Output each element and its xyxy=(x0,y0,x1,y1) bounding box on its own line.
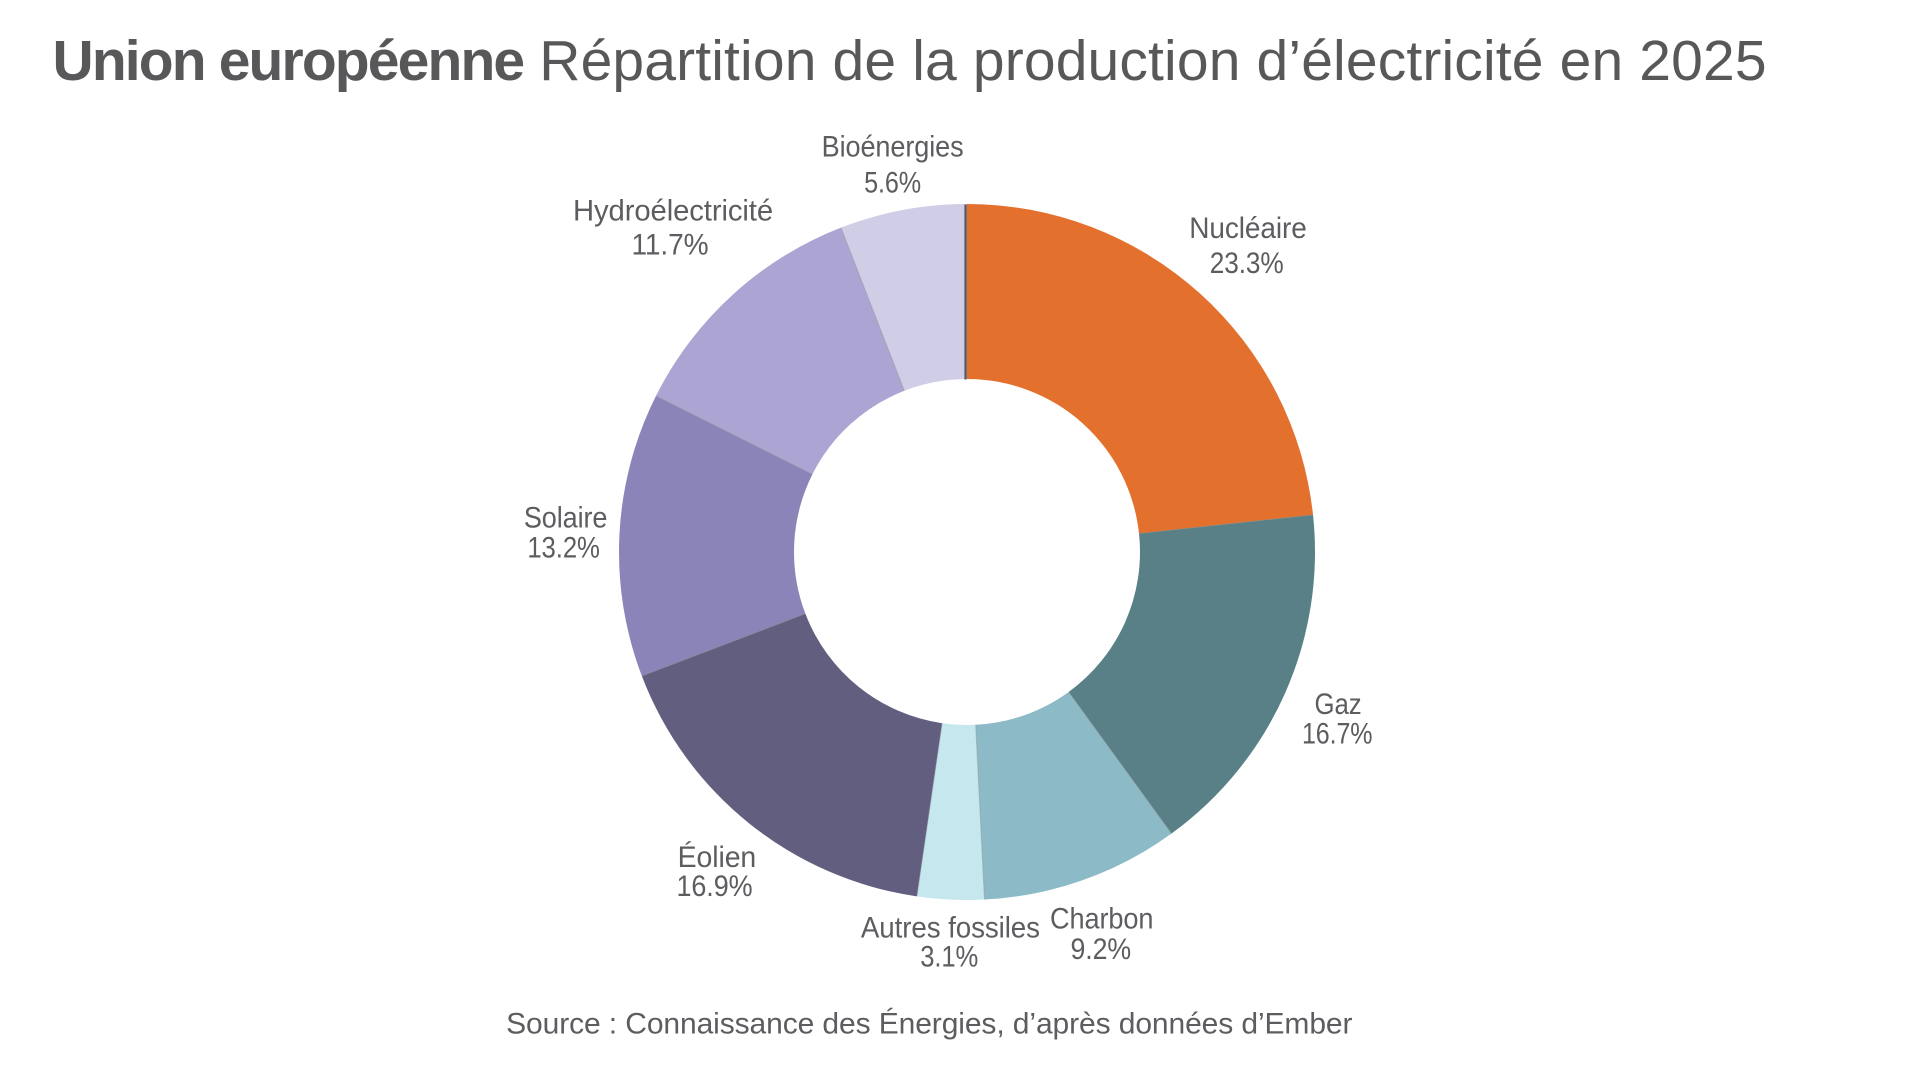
svg-text:Charbon: Charbon xyxy=(1050,902,1154,935)
svg-text:Bioénergies: Bioénergies xyxy=(822,130,964,163)
svg-text:5.6%: 5.6% xyxy=(864,167,921,200)
svg-text:Solaire: Solaire xyxy=(524,502,608,535)
svg-text:23.3%: 23.3% xyxy=(1210,247,1284,280)
svg-text:16.7%: 16.7% xyxy=(1302,718,1373,751)
svg-text:Autres fossiles: Autres fossiles xyxy=(861,912,1040,945)
svg-text:Gaz: Gaz xyxy=(1315,688,1362,721)
svg-text:9.2%: 9.2% xyxy=(1071,933,1132,966)
svg-text:Éolien: Éolien xyxy=(678,841,757,874)
svg-text:13.2%: 13.2% xyxy=(527,532,600,565)
svg-text:Source : Connaissance des Éner: Source : Connaissance des Énergies, d’ap… xyxy=(506,1007,1352,1040)
svg-text:3.1%: 3.1% xyxy=(920,941,978,974)
svg-text:Hydroélectricité: Hydroélectricité xyxy=(573,194,773,227)
svg-text:16.9%: 16.9% xyxy=(677,870,753,903)
svg-text:Union européenne Répartition d: Union européenne Répartition de la produ… xyxy=(53,29,1767,93)
svg-text:11.7%: 11.7% xyxy=(632,229,709,262)
svg-text:Nucléaire: Nucléaire xyxy=(1189,212,1307,245)
